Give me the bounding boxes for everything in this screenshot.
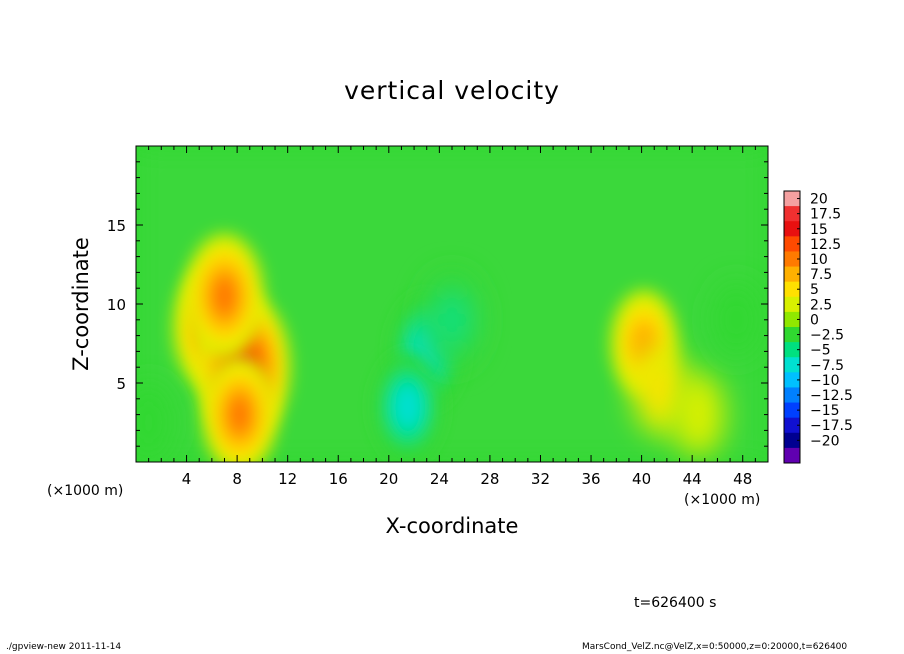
x-tick-label: 32 [531,470,550,488]
field-feature-8 [643,364,678,418]
colorbar-label: 10 [810,252,828,268]
colorbar-band [784,236,800,252]
colorbar-band [784,191,800,207]
y-tick-label: 15 [107,217,126,235]
y-tick-label: 5 [116,375,126,393]
colorbar-band [784,327,800,343]
colorbar-band [784,266,800,283]
x-tick-label: 20 [379,470,398,488]
colorbar-band [784,447,800,464]
colorbar-label: 0 [810,312,819,328]
colorbar-label: 17.5 [810,207,841,223]
x-tick-label: 16 [329,470,348,488]
colorbar-label: −10 [810,373,840,389]
velocity-field [136,146,768,462]
chart-title: vertical velocity [344,76,560,105]
x-tick-label: 8 [232,470,242,488]
colorbar-band [784,206,800,222]
y-tick-label: 10 [107,296,126,314]
colorbar-label: 12.5 [810,237,841,253]
field-feature-5 [393,383,423,430]
x-tick-label: 4 [182,470,192,488]
colorbar-band [784,432,800,449]
colorbar-band [784,221,800,237]
colorbar-label: −7.5 [810,358,844,374]
x-tick-label: 48 [733,470,752,488]
colorbar-band [784,311,800,328]
x-tick-label: 12 [278,470,297,488]
time-stamp: t=626400 s [634,595,717,611]
x-tick-label: 24 [430,470,449,488]
colorbar-label: −20 [810,433,840,449]
field-feature-9 [672,373,725,457]
colorbar-label: 5 [810,282,819,298]
colorbar-label: 7.5 [810,267,832,283]
colorbar-label: −2.5 [810,328,844,344]
field-feature-11 [712,281,761,359]
field-feature-10 [136,380,175,462]
colorbar-band [784,342,800,358]
x-unit-right: (×1000 m) [684,492,761,508]
colorbar-label: −17.5 [810,418,853,434]
field-feature-3 [227,394,253,435]
colorbar-label: −15 [810,403,840,419]
x-tick-label: 40 [632,470,651,488]
x-axis-label: X-coordinate [385,514,519,538]
x-tick-label: 36 [581,470,600,488]
colorbar-band [784,251,800,268]
colorbar-band [784,296,800,313]
colorbar-band [784,357,800,373]
colorbar-band [784,281,800,298]
x-tick-label: 28 [480,470,499,488]
footer-program-date: ./gpview-new 2011-11-14 [6,642,122,652]
colorbar-band [784,372,800,388]
colorbar-band [784,387,800,404]
colorbar-label: 20 [810,192,828,208]
x-tick-label: 44 [683,470,702,488]
colorbar: 2017.51512.5107.552.50−2.5−5−7.5−10−12.5… [783,190,853,464]
colorbar-label: −12.5 [810,388,853,404]
field-feature-2 [211,275,238,317]
field-feature-6 [434,291,470,349]
footer-data-source: MarsCond_VelZ.nc@VelZ,x=0:50000,z=0:2000… [582,642,848,652]
colorbar-frame [783,190,801,464]
colorbar-label: 2.5 [810,297,832,313]
colorbar-band [784,417,800,434]
colorbar-band [784,402,800,419]
colorbar-label: −5 [810,343,831,359]
y-axis-label: Z-coordinate [69,237,93,371]
colorbar-label: 15 [810,222,828,238]
x-unit-left: (×1000 m) [47,483,124,499]
